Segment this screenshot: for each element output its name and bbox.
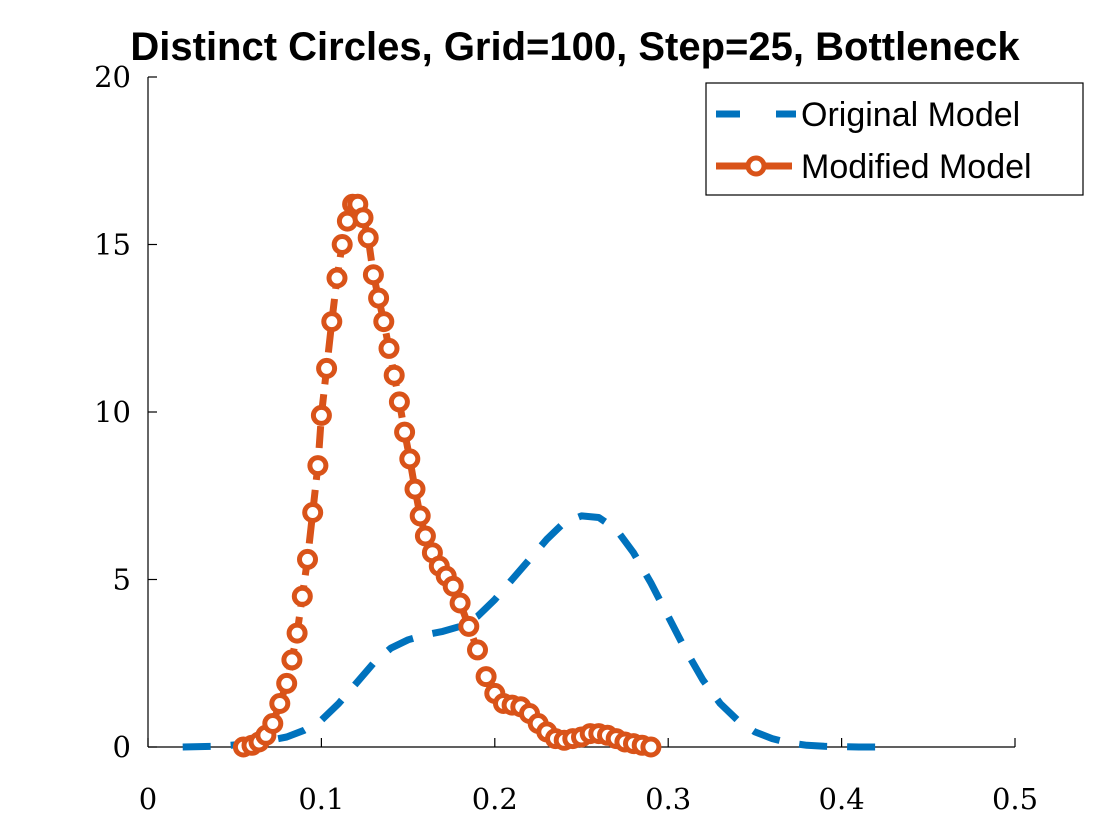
modified-model-point xyxy=(291,585,313,607)
modified-model-point xyxy=(302,502,324,523)
modified-model-point xyxy=(467,639,488,661)
axes: 0 0.1 0.2 0.3 0.4 0.5 0 5 10 15 20 xyxy=(94,60,1038,816)
modified-model-point xyxy=(640,736,662,758)
plot-area xyxy=(182,193,885,758)
modified-model-point xyxy=(449,592,471,614)
modified-model-point xyxy=(321,311,343,333)
original-model-line xyxy=(182,512,885,751)
legend: Original Model Modified Model xyxy=(705,82,1084,196)
modified-model-point xyxy=(404,478,426,500)
modified-model-point xyxy=(326,267,348,289)
modified-model-point xyxy=(388,391,410,413)
legend-label-original-model: Original Model xyxy=(801,96,1020,134)
x-tick-label: 0.3 xyxy=(645,782,691,816)
legend-label-modified-model: Modified Model xyxy=(801,148,1032,186)
modified-model-point xyxy=(281,649,303,671)
modified-model-point xyxy=(394,421,416,443)
x-tick-label: 0 xyxy=(139,782,157,816)
modified-model-point xyxy=(414,525,436,547)
modified-model-point xyxy=(262,713,284,734)
x-tick-label: 0.4 xyxy=(819,782,865,816)
modified-model-point xyxy=(399,448,421,470)
x-tick-label: 0.1 xyxy=(298,782,344,816)
y-tick-label: 10 xyxy=(94,395,131,429)
y-tick-label: 15 xyxy=(94,228,131,262)
modified-model-point xyxy=(316,357,338,379)
modified-model-point xyxy=(458,615,480,637)
modified-model-line xyxy=(242,200,652,751)
x-tick-label: 0.2 xyxy=(472,782,518,816)
modified-model-point xyxy=(442,575,464,597)
modified-model-point xyxy=(276,672,298,694)
modified-model-point xyxy=(297,548,318,570)
modified-model-point xyxy=(310,404,332,426)
modified-model-point xyxy=(357,227,379,249)
modified-model-point xyxy=(373,311,395,333)
legend-marker-modified-model xyxy=(745,155,767,177)
modified-model-point xyxy=(352,207,374,229)
modified-model-point xyxy=(378,337,400,359)
y-tick-label: 5 xyxy=(113,563,131,597)
modified-model-point xyxy=(383,364,405,386)
modified-model-point xyxy=(409,505,431,527)
x-tick-label: 0.5 xyxy=(992,782,1038,816)
y-tick-label: 20 xyxy=(94,60,131,94)
chart-title: Distinct Circles, Grid=100, Step=25, Bot… xyxy=(130,25,1020,69)
modified-model-point xyxy=(362,264,384,286)
legend-box xyxy=(705,82,1084,196)
modified-model-point xyxy=(286,622,308,644)
y-tick-label: 0 xyxy=(113,730,131,764)
modified-model-point xyxy=(307,455,329,477)
modified-model-point xyxy=(269,693,291,714)
modified-model-point xyxy=(475,666,497,688)
modified-model-point xyxy=(331,234,353,255)
modified-model-point xyxy=(368,287,390,309)
